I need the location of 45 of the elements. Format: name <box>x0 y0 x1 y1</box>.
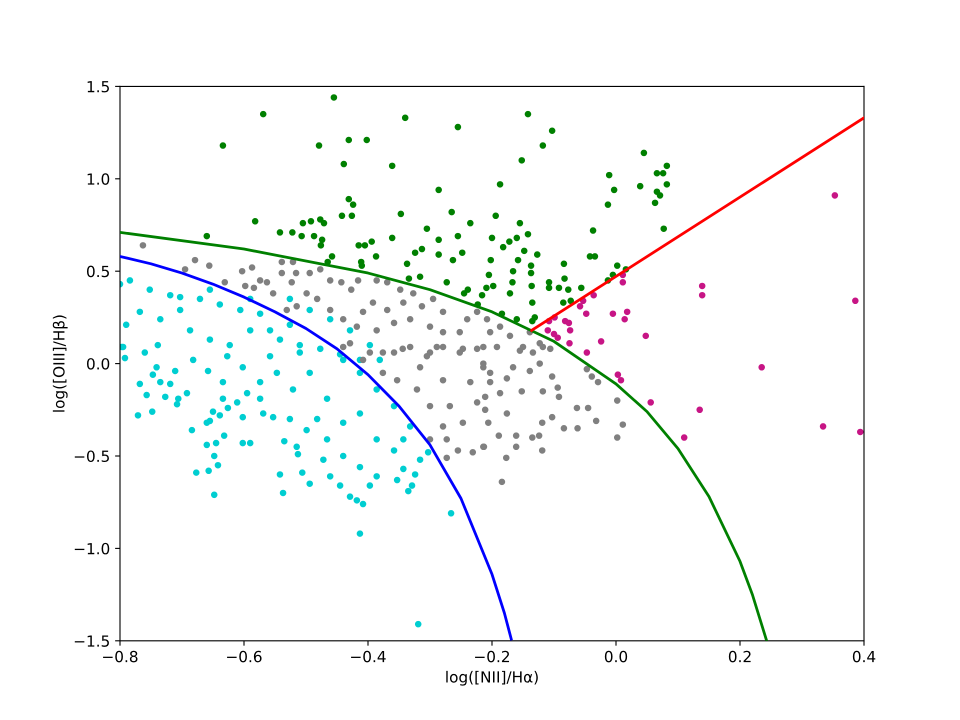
point <box>614 371 622 378</box>
point <box>857 428 864 436</box>
x-tick-label: −0.4 <box>351 650 386 662</box>
x-tick-label: −0.6 <box>227 650 262 662</box>
line-series <box>120 231 768 641</box>
y-tick-label: 0.5 <box>86 266 109 278</box>
y-tick-label: 0.0 <box>86 358 110 370</box>
point <box>582 310 590 317</box>
point <box>620 279 626 286</box>
x-tick-label: −0.8 <box>103 650 138 662</box>
y-tick-label: 1.5 <box>88 81 109 92</box>
x-tick-label: 0.0 <box>604 650 628 662</box>
point <box>698 292 706 298</box>
x-tick-label: 0.2 <box>728 650 751 662</box>
y-tick-label: 1.0 <box>88 173 110 185</box>
x-tick-label: −0.2 <box>475 650 510 662</box>
point <box>647 399 654 406</box>
point <box>698 282 706 290</box>
point <box>618 376 624 384</box>
x-tick-label: 0.4 <box>852 650 876 662</box>
point <box>590 292 597 298</box>
line-series <box>120 255 513 640</box>
point <box>598 338 604 345</box>
point <box>820 423 826 430</box>
point <box>554 334 561 341</box>
point <box>584 349 590 356</box>
point <box>566 327 574 334</box>
point <box>566 340 573 347</box>
point <box>566 320 572 326</box>
point <box>621 316 628 323</box>
point <box>758 364 765 371</box>
x-axis-title: log([NII]/Hα) <box>446 670 538 686</box>
point <box>852 298 859 304</box>
y-tick-label: −1.5 <box>74 635 109 647</box>
point <box>832 192 838 199</box>
y-tick-label: −1.0 <box>74 542 110 554</box>
point <box>696 406 703 414</box>
y-axis-title: log([OIII]/Hβ) <box>52 315 68 412</box>
y-tick-label: −0.5 <box>74 450 109 462</box>
point <box>680 434 688 441</box>
point <box>642 332 650 340</box>
point <box>576 303 584 310</box>
point <box>544 327 552 334</box>
point <box>624 308 630 316</box>
point <box>610 310 616 317</box>
